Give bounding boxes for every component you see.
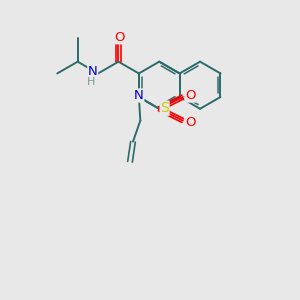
Text: H: H: [86, 77, 95, 87]
Text: N: N: [88, 64, 98, 78]
Text: O: O: [115, 31, 125, 44]
Text: O: O: [185, 89, 195, 102]
Text: O: O: [185, 116, 195, 128]
Text: N: N: [134, 89, 144, 102]
Text: S: S: [160, 101, 169, 115]
